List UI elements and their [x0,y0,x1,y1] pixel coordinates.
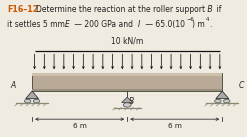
Polygon shape [122,97,133,102]
Text: — 200 GPa and: — 200 GPa and [72,20,136,29]
Text: A: A [10,81,15,90]
Text: B: B [205,5,212,14]
Text: ) m: ) m [192,20,205,29]
Circle shape [24,99,31,103]
Polygon shape [216,91,229,99]
Circle shape [215,99,221,103]
Text: 10 kN/m: 10 kN/m [111,36,143,45]
Text: it settles 5 mm.: it settles 5 mm. [7,20,70,29]
Bar [32,89,222,91]
Text: if: if [214,5,222,14]
Bar [32,73,222,76]
Text: Determine the reaction at the roller support: Determine the reaction at the roller sup… [36,5,205,14]
Circle shape [33,99,40,103]
Circle shape [224,99,230,103]
Text: I: I [138,20,140,29]
Text: 6 m: 6 m [168,123,182,129]
Text: 6 m: 6 m [73,123,87,129]
Bar [32,73,222,91]
Text: E: E [65,20,70,29]
Circle shape [123,103,131,107]
Text: .: . [209,20,212,29]
Text: F16–12.: F16–12. [7,5,42,14]
Polygon shape [26,91,39,99]
Text: 4: 4 [206,17,209,22]
Text: B: B [128,97,134,106]
Text: C: C [239,81,245,90]
Text: −6: −6 [187,17,194,22]
Text: — 65.0(10: — 65.0(10 [143,20,185,29]
